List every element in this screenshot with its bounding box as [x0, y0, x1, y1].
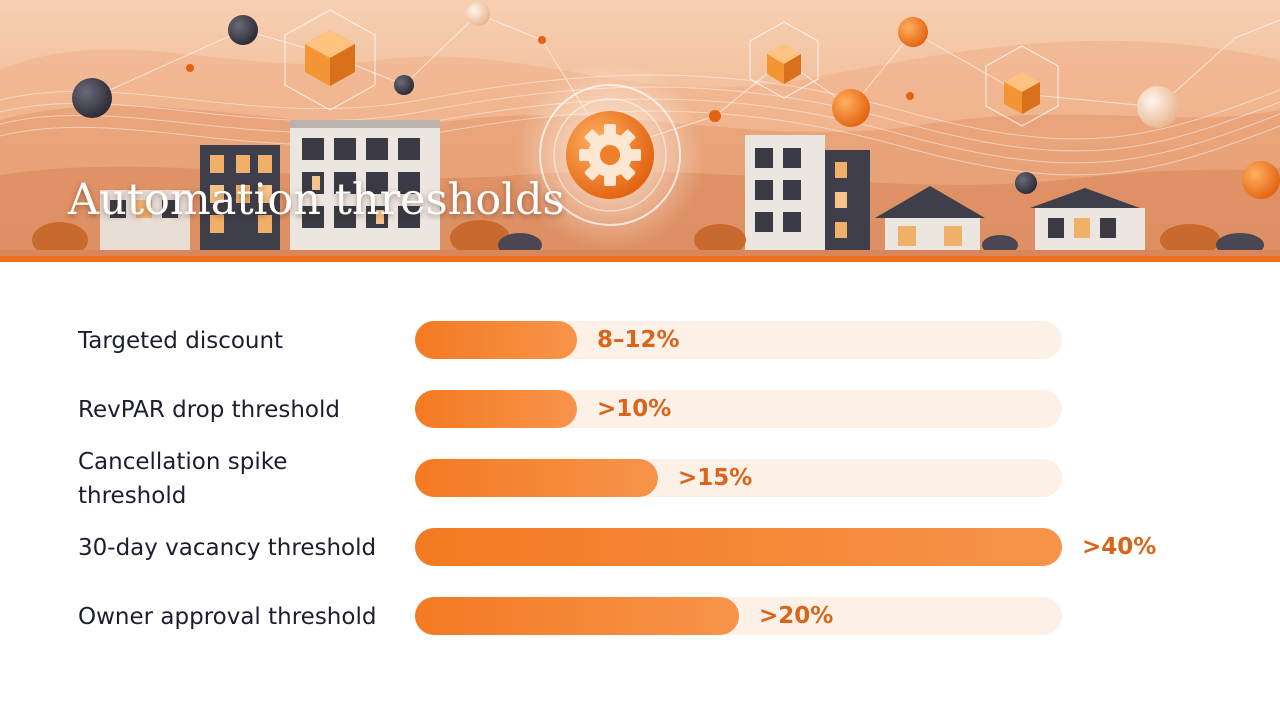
bar-label: Owner approval threshold: [78, 604, 377, 630]
bar-fill: [415, 528, 1062, 566]
threshold-bar-chart: Targeted discount 8–12% RevPAR drop thresh…: [0, 262, 1280, 720]
bar-track: [415, 321, 1062, 359]
bar-track: [415, 528, 1062, 566]
bar-fill: [415, 459, 658, 497]
hero-banner: [0, 0, 1280, 262]
bar-value-label: >40%: [1082, 534, 1157, 560]
bar-value-label: 8–12%: [597, 327, 680, 353]
bar-fill: [415, 390, 577, 428]
bar-fill: [415, 597, 739, 635]
bar-track: [415, 459, 1062, 497]
bar-value-label: >15%: [678, 465, 753, 491]
bar-value-label: >10%: [597, 396, 672, 422]
banner-accent-line: [0, 256, 1280, 262]
bar-label: 30-day vacancy threshold: [78, 535, 377, 561]
bar-fill: [415, 321, 577, 359]
bar-row-owner-approval-threshold: Owner approval threshold >20%: [0, 587, 1280, 647]
bar-label: RevPAR drop threshold: [78, 397, 340, 423]
bar-track: [415, 597, 1062, 635]
bar-row-30-day-vacancy-threshold: 30-day vacancy threshold >40%: [0, 518, 1280, 578]
hero-illustration: [0, 0, 1280, 262]
slide-title: Automation thresholds: [68, 175, 565, 225]
bar-label: Cancellation spike threshold: [78, 449, 288, 509]
bar-row-targeted-discount: Targeted discount 8–12%: [0, 311, 1280, 371]
bar-label: Targeted discount: [78, 328, 284, 354]
bar-row-revpar-drop-threshold: RevPAR drop threshold >10%: [0, 380, 1280, 440]
gear-icon: [515, 60, 705, 250]
bar-value-label: >20%: [759, 603, 834, 629]
bar-track: [415, 390, 1062, 428]
bar-row-cancellation-spike-threshold: Cancellation spike threshold >15%: [0, 449, 1280, 509]
